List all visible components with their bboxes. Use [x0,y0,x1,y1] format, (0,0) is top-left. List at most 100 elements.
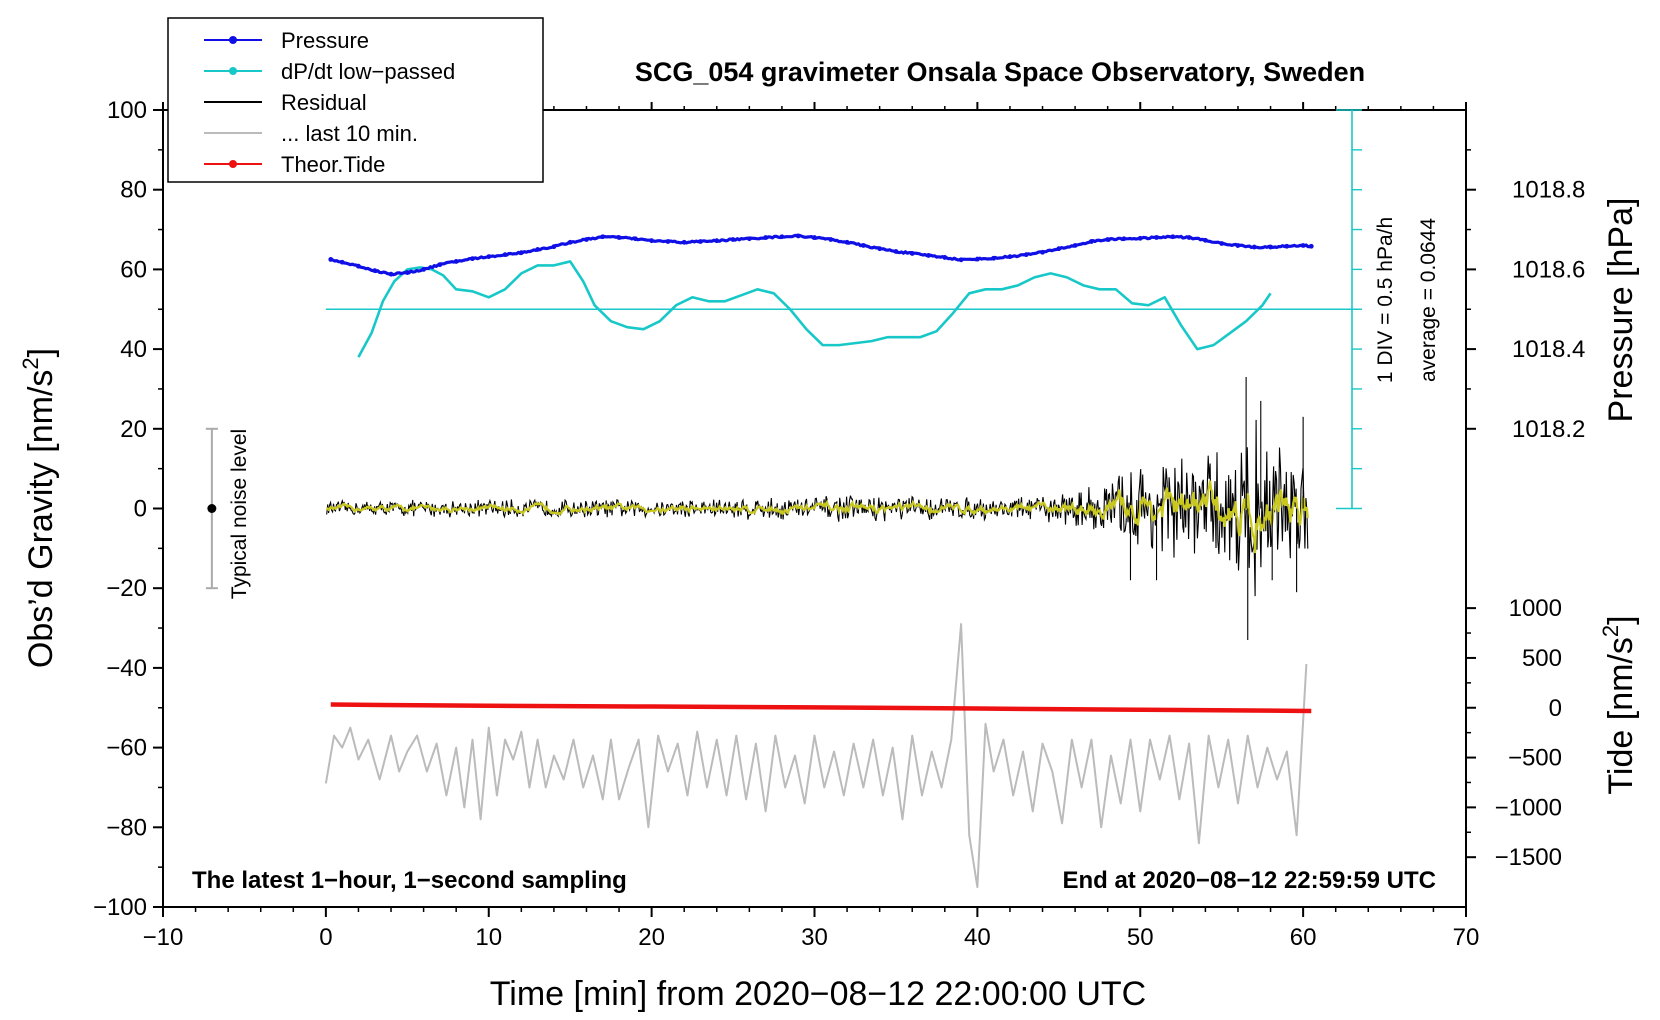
y-tick-label: 60 [120,256,147,283]
tide-tick-label: 0 [1549,695,1562,722]
y-tick-label: 80 [120,177,147,204]
pressure-point [812,235,817,240]
pressure-point [909,251,915,256]
axes-layer: −10 0 10 20 30 40 50 60 70−100−80−60−40−20020406… [93,97,1585,951]
pressure-point [551,244,557,250]
pressure-point [1219,241,1225,246]
pressure-point [600,234,606,240]
pressure-point [1235,243,1241,248]
pressure-point [698,239,703,244]
y-tick-label: −80 [106,814,147,841]
pressure-point [1154,235,1159,240]
legend-label: Pressure [281,28,369,53]
pressure-tick-label: 1018.2 [1512,416,1585,443]
pressure-point [486,254,492,260]
pressure-point [1088,239,1094,244]
pressure-point [746,236,752,242]
pressure-point [974,256,980,262]
pressure-point [958,257,964,263]
pressure-point [584,237,589,242]
noise-level-label: Typical noise level [228,429,251,599]
pressure-point [844,239,850,245]
pressure-point [795,233,801,239]
x-tick-label: 10 [475,924,502,951]
y-tick-label: 0 [134,496,147,523]
pressure-point [1268,244,1273,250]
y-axis-title-main: Obs’d Gravity [nm/s [22,370,60,669]
pressure-point [860,243,866,248]
x-tick-label: 20 [638,924,665,951]
pressure-point [372,268,378,273]
y-axis-title: Obs’d Gravity [nm/s2] [18,348,60,668]
pressure-point [470,256,475,262]
pressure-tick-label: 1018.6 [1512,256,1585,283]
pressure-point [730,237,736,242]
legend-label: ... last 10 min. [281,121,418,146]
pressure-point [1308,243,1314,249]
pressure-point [714,238,720,244]
pressure-point [926,253,931,258]
pressure-point [1105,237,1111,242]
pressure-point [893,249,899,254]
tide-axis-title: Tide [nm/s2] [1598,615,1640,794]
tide-tick-label: −500 [1508,745,1562,772]
pressure-point [991,255,997,261]
tide-axis-title-sup: 2 [1598,625,1623,637]
pressure-point [339,259,345,265]
legend-marker [229,67,237,75]
pressure-point [388,271,394,277]
pressure-point [1040,249,1045,255]
pressure-point [779,234,785,240]
y-tick-label: −20 [106,575,147,602]
legend-box [167,17,544,183]
pressure-point [328,257,334,262]
x-tick-label: −10 [143,924,184,951]
dpdt-scale-bar [1335,109,1362,510]
x-tick-label: 30 [801,924,828,951]
pressure-point [1251,244,1257,250]
pressure-point [763,235,769,240]
y-tick-label: 40 [120,336,147,363]
tide-tick-label: 500 [1522,645,1562,672]
tide-axis-title-close: ] [1602,615,1640,624]
pressure-point [1284,243,1290,249]
end-time-note: End at 2020−08−12 22:59:59 UTC [1062,867,1436,894]
theor-tide-line [330,702,1312,714]
pressure-point [649,238,655,244]
scale-div-label: 1 DIV = 0.5 hPa/h [1374,217,1397,383]
y-tick-label: −60 [106,735,147,762]
residual-line [326,419,1309,597]
y-axis-title-sup: 2 [18,357,43,369]
scale-average-label: average = 0.0644 [1417,218,1440,382]
pressure-point [518,250,524,256]
pressure-point [1186,235,1192,240]
pressure-tick-label: 1018.8 [1512,177,1585,204]
tide-tick-label: −1000 [1495,794,1562,821]
pressure-point [567,239,573,245]
pressure-point [616,235,622,240]
pressure-point [828,237,834,242]
pressure-point [1007,254,1013,260]
y-tick-label: −100 [93,894,147,921]
legend-label: dP/dt low−passed [281,59,455,84]
pressure-point [665,239,671,244]
noise-bar [205,427,218,590]
pressure-tick-label: 1018.4 [1512,336,1585,363]
sampling-note: The latest 1−hour, 1−second sampling [192,867,627,894]
y-tick-label: −40 [106,655,147,682]
residual-smoothed-line [325,480,1309,554]
y-axis-title-close: ] [22,348,60,357]
pressure-point [942,255,948,260]
last-10-min-line [324,623,1308,889]
pressure-point [453,259,459,264]
noise-bar-center [207,504,217,513]
x-tick-label: 70 [1453,924,1480,951]
legend: Pressure dP/dt low−passed Residual ... last… [167,17,544,183]
pressure-point [437,262,443,268]
pressure-point [632,236,638,242]
legend-label: Theor.Tide [281,152,385,177]
pressure-point [1023,252,1029,258]
pressure-point [1072,243,1078,248]
pressure-point [1137,235,1143,241]
pressure-point [877,246,883,252]
